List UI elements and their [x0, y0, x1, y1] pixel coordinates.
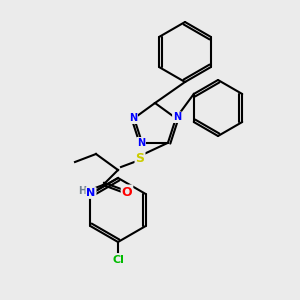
- Text: N: N: [173, 112, 181, 122]
- Text: N: N: [86, 188, 96, 198]
- Text: N: N: [129, 113, 137, 123]
- Text: Cl: Cl: [112, 255, 124, 265]
- Text: O: O: [122, 185, 132, 199]
- Text: H: H: [78, 186, 86, 196]
- Text: N: N: [137, 138, 145, 148]
- Text: S: S: [136, 152, 145, 164]
